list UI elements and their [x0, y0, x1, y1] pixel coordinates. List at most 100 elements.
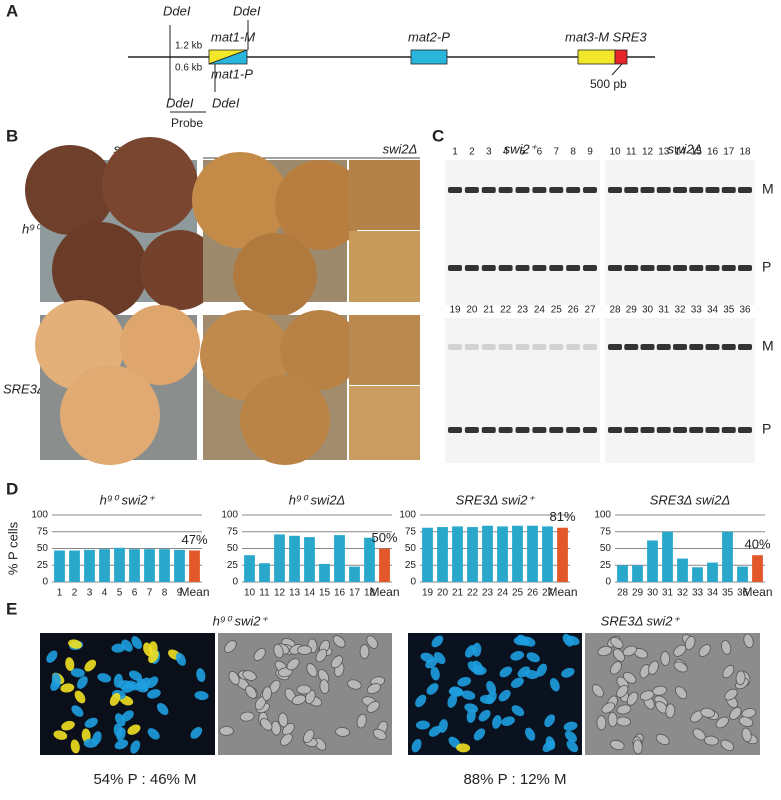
bar — [452, 526, 463, 582]
gel-band — [464, 427, 479, 433]
caption: 54% P : 46% M — [93, 771, 196, 788]
cell — [426, 683, 439, 695]
cell — [70, 668, 85, 678]
site-label: DdeI — [212, 95, 240, 110]
gel-band — [640, 265, 655, 271]
cell — [77, 676, 88, 689]
y-tick-label: 100 — [31, 510, 48, 521]
y-tick-label: 75 — [227, 526, 239, 537]
gel-band — [549, 427, 564, 433]
x-tick-label: 18 — [364, 588, 376, 599]
gel-band — [583, 265, 597, 271]
cell — [319, 679, 330, 694]
cell — [148, 650, 159, 664]
cell — [613, 648, 625, 662]
cell — [81, 728, 91, 743]
colony — [233, 233, 317, 317]
lane-number: 16 — [707, 147, 719, 158]
gel-band — [656, 187, 671, 193]
cell — [302, 729, 315, 744]
x-tick-label: 4 — [102, 588, 108, 599]
lane-number: 19 — [449, 305, 461, 316]
lane-number: 7 — [553, 147, 559, 158]
bar — [707, 562, 718, 582]
cell — [563, 721, 578, 731]
lane-number: 35 — [723, 305, 735, 316]
cell — [366, 635, 379, 649]
lane-number: 27 — [584, 305, 596, 316]
cell — [245, 685, 257, 699]
gel-band — [448, 427, 462, 433]
gel-band — [705, 187, 720, 193]
gel-band — [624, 427, 639, 433]
x-tick-label: 20 — [437, 588, 449, 599]
colony — [275, 160, 365, 250]
gel-band — [583, 187, 597, 193]
lane-number: 6 — [537, 147, 543, 158]
gel-band — [640, 427, 655, 433]
lane-number: 10 — [609, 147, 621, 158]
lane-number: 24 — [534, 305, 546, 316]
x-tick-label: 6 — [132, 588, 138, 599]
cell — [71, 705, 84, 717]
gel-band — [532, 265, 547, 271]
gel-band — [515, 427, 530, 433]
site-label: DdeI — [233, 3, 261, 18]
fluorescence-image — [40, 633, 215, 755]
cell — [492, 715, 502, 729]
gel-band — [738, 187, 752, 193]
probe-label: Probe — [171, 116, 203, 130]
y-tick-label: 0 — [605, 577, 611, 588]
cell — [372, 728, 387, 741]
size-label: 0.6 kb — [175, 63, 203, 74]
x-tick-label: 22 — [467, 588, 479, 599]
gel-band — [689, 427, 704, 433]
cell — [466, 709, 476, 723]
band-label: P — [762, 421, 771, 437]
bar — [647, 540, 658, 582]
cell — [544, 714, 556, 728]
gel-image — [605, 318, 755, 463]
gel-band — [448, 265, 462, 271]
bar — [259, 563, 270, 582]
gel-band — [608, 265, 622, 271]
cell — [262, 686, 273, 702]
x-tick-label: 31 — [662, 588, 674, 599]
colony — [52, 222, 148, 318]
cell — [549, 677, 560, 692]
cell — [622, 645, 637, 657]
lane-number: 14 — [674, 147, 686, 158]
cell — [61, 720, 75, 731]
cell — [596, 715, 607, 731]
y-tick-label: 0 — [42, 577, 48, 588]
cell — [347, 679, 362, 690]
bar — [497, 526, 508, 582]
lane-number: 25 — [551, 305, 563, 316]
lane-number: 5 — [520, 147, 526, 158]
cell — [632, 739, 643, 755]
cell — [743, 633, 754, 649]
y-tick-label: 25 — [227, 560, 239, 571]
cell — [428, 725, 442, 737]
cell — [70, 739, 80, 754]
cell — [74, 690, 86, 704]
gel-image — [605, 160, 755, 305]
cell — [698, 644, 711, 658]
cell — [175, 652, 186, 666]
x-tick-label: 35 — [722, 588, 734, 599]
x-tick-label: 7 — [147, 588, 153, 599]
cell — [332, 635, 346, 648]
gel-band — [532, 427, 547, 433]
gel-band — [673, 427, 687, 433]
lane-number: 12 — [642, 147, 654, 158]
cell — [131, 636, 143, 650]
gel-band — [624, 187, 639, 193]
cell — [597, 645, 613, 657]
x-tick-label: 14 — [304, 588, 316, 599]
gel-band — [498, 187, 513, 193]
gel-band — [481, 187, 496, 193]
bar — [174, 549, 185, 582]
gel-band — [721, 344, 736, 350]
gel-band — [656, 265, 671, 271]
